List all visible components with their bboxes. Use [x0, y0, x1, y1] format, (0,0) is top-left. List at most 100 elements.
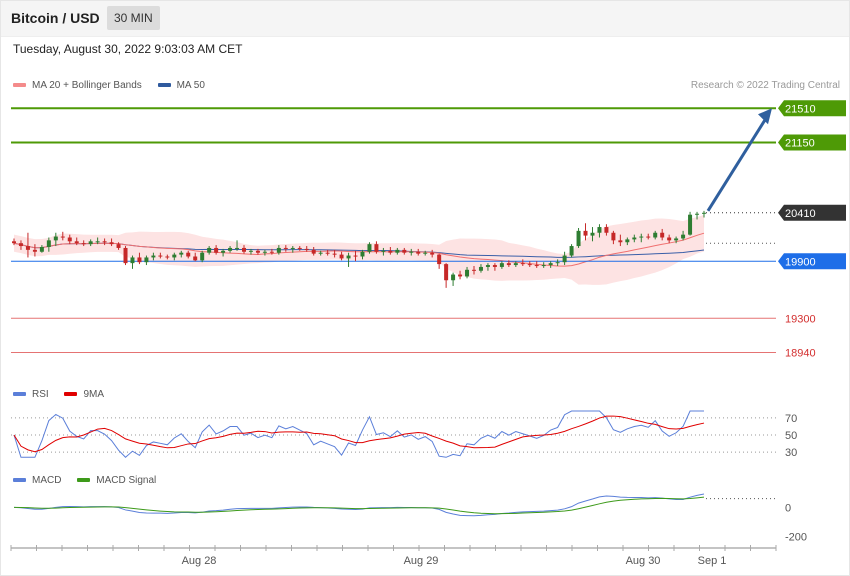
- rsi-legend: RSI 9MA: [13, 389, 117, 400]
- candle-body: [200, 252, 205, 261]
- timeframe-badge[interactable]: 30 MIN: [107, 6, 160, 30]
- candle-body: [444, 264, 449, 281]
- candle-body: [562, 255, 567, 263]
- main-legend: MA 20 + Bollinger Bands MA 50: [13, 80, 218, 91]
- candle-body: [74, 241, 79, 244]
- candle-body: [395, 249, 400, 253]
- candle-body: [388, 250, 393, 253]
- bollinger-band: [14, 214, 704, 285]
- candle-body: [402, 249, 407, 253]
- candle-body: [123, 247, 128, 264]
- candle-body: [46, 240, 51, 247]
- legend-item-macd-signal: MACD Signal: [77, 475, 156, 486]
- candle-body: [39, 247, 44, 252]
- level-tag-21150: [778, 134, 846, 151]
- candle-body: [555, 262, 560, 264]
- forecast-arrow-shaft: [706, 117, 768, 212]
- candle-body: [283, 247, 288, 249]
- candle-body: [297, 247, 302, 249]
- candle-body: [144, 257, 149, 263]
- candle-body: [318, 252, 323, 254]
- candle-body: [702, 212, 706, 214]
- candle-body: [646, 236, 651, 238]
- candle-body: [667, 237, 672, 241]
- candle-body: [660, 232, 665, 238]
- legend-label-ma50: MA 50: [176, 80, 205, 91]
- macd-axis-label-1: -200: [785, 531, 807, 543]
- level-label-21150: 21150: [785, 138, 815, 150]
- candle-body: [32, 249, 37, 252]
- candle-body: [186, 252, 191, 257]
- legend-label-ma20: MA 20 + Bollinger Bands: [32, 80, 142, 91]
- chart-header: Bitcoin / USD 30 MIN: [0, 0, 850, 37]
- candle-body: [228, 247, 233, 251]
- level-tag-21510: [778, 100, 846, 117]
- candle-body: [409, 251, 414, 253]
- legend-item-9ma: 9MA: [64, 389, 104, 400]
- instrument-title: Bitcoin / USD: [11, 10, 100, 26]
- candle-body: [311, 249, 316, 254]
- candle-body: [325, 252, 330, 254]
- candle-body: [437, 254, 442, 265]
- candle-body: [653, 232, 658, 238]
- candle-body: [472, 269, 476, 271]
- candle-body: [276, 247, 281, 253]
- date-timestamp: Tuesday, August 30, 2022 9:03:03 AM CET: [13, 42, 243, 56]
- macd-legend: MACD MACD Signal: [13, 475, 169, 486]
- legend-item-rsi: RSI: [13, 389, 49, 400]
- candle-body: [534, 265, 539, 267]
- candle-body: [632, 237, 637, 240]
- candle-body: [451, 274, 456, 281]
- candle-body: [513, 263, 518, 266]
- candle-body: [81, 243, 86, 245]
- candle-body: [485, 265, 490, 267]
- candle-body: [604, 227, 609, 233]
- candle-body: [569, 246, 574, 256]
- candle-body: [53, 236, 58, 241]
- time-axis-label: Sep 1: [698, 555, 727, 567]
- candle-body: [576, 230, 581, 247]
- macd-signal-swatch: [77, 478, 91, 483]
- rsi-axis-label-70: 70: [785, 413, 797, 425]
- candle-body: [60, 236, 65, 238]
- candle-body: [583, 230, 588, 236]
- level-label-21510: 21510: [785, 103, 816, 115]
- candle-body: [214, 247, 219, 253]
- candle-body: [304, 248, 309, 250]
- time-axis-label: Aug 29: [404, 555, 439, 567]
- candle-body: [262, 251, 267, 253]
- candle-body: [339, 254, 344, 259]
- legend-label-9ma: 9MA: [83, 389, 105, 400]
- candle-body: [137, 257, 142, 263]
- candle-body: [353, 255, 358, 257]
- candle-body: [172, 254, 177, 258]
- candle-body: [590, 232, 595, 236]
- candle-body: [269, 251, 274, 253]
- candle-body: [165, 256, 170, 258]
- candle-body: [695, 213, 700, 215]
- candle-body: [541, 265, 546, 267]
- candle-body: [95, 241, 100, 243]
- ma20-line: [13, 232, 705, 267]
- ma9-swatch: [64, 392, 78, 397]
- candle-body: [248, 250, 253, 252]
- candle-body: [109, 242, 114, 245]
- level-tag-20410: [778, 204, 846, 221]
- candle-body: [193, 256, 198, 261]
- candle-body: [611, 232, 616, 241]
- candle-body: [221, 250, 226, 253]
- time-axis-label: Aug 28: [182, 555, 217, 567]
- candle-body: [618, 240, 623, 243]
- candle-body: [548, 263, 553, 266]
- candle-body: [360, 251, 365, 257]
- candle-body: [88, 241, 93, 245]
- legend-item-ma20: MA 20 + Bollinger Bands: [13, 80, 142, 91]
- candle-body: [499, 263, 504, 267]
- candle-body: [478, 266, 483, 271]
- candle-body: [207, 247, 212, 253]
- candle-body: [506, 263, 511, 266]
- candle-body: [416, 251, 421, 254]
- candle-body: [374, 244, 379, 252]
- candle-body: [520, 263, 525, 265]
